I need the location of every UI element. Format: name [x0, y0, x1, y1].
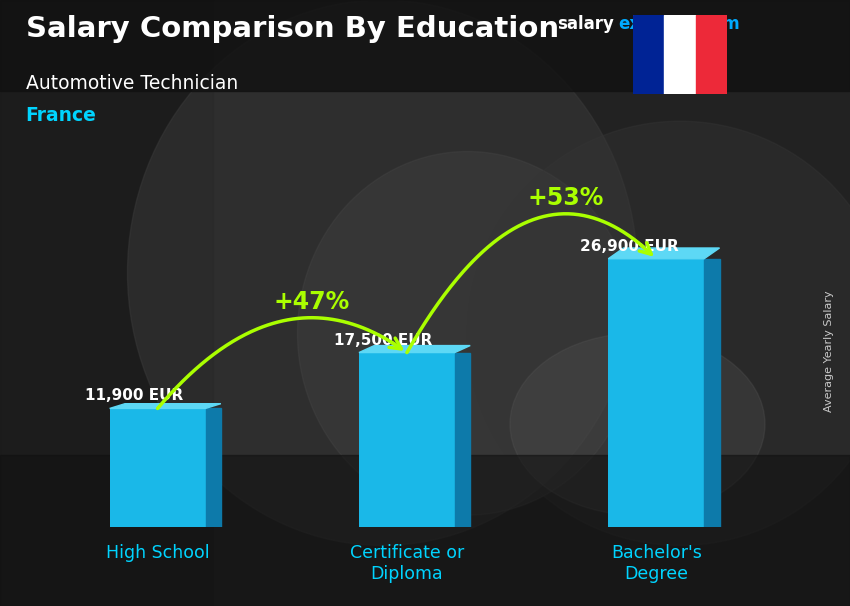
Bar: [704, 259, 720, 527]
Polygon shape: [110, 404, 221, 408]
Polygon shape: [359, 345, 470, 353]
Text: Average Yearly Salary: Average Yearly Salary: [824, 291, 834, 412]
Bar: [695, 15, 727, 94]
Bar: [206, 408, 221, 527]
Bar: [609, 259, 704, 527]
Text: +47%: +47%: [274, 290, 350, 314]
Bar: [0, 0, 850, 91]
Polygon shape: [609, 248, 720, 259]
Bar: [633, 15, 665, 94]
Bar: [110, 408, 206, 527]
Text: France: France: [26, 106, 96, 125]
Bar: [455, 353, 470, 527]
Ellipse shape: [468, 121, 850, 545]
Text: 11,900 EUR: 11,900 EUR: [85, 388, 183, 404]
Text: +53%: +53%: [528, 186, 604, 210]
Text: Automotive Technician: Automotive Technician: [26, 74, 238, 93]
Text: 26,900 EUR: 26,900 EUR: [580, 239, 678, 254]
Text: explorer.com: explorer.com: [618, 15, 740, 33]
Bar: [665, 15, 695, 94]
Ellipse shape: [298, 152, 638, 515]
Bar: [359, 353, 455, 527]
Bar: [0, 454, 850, 606]
Bar: [0, 0, 212, 606]
Text: Salary Comparison By Education: Salary Comparison By Education: [26, 15, 558, 43]
Ellipse shape: [128, 0, 638, 545]
Text: 17,500 EUR: 17,500 EUR: [334, 333, 433, 348]
Text: salary: salary: [557, 15, 614, 33]
Ellipse shape: [510, 333, 765, 515]
